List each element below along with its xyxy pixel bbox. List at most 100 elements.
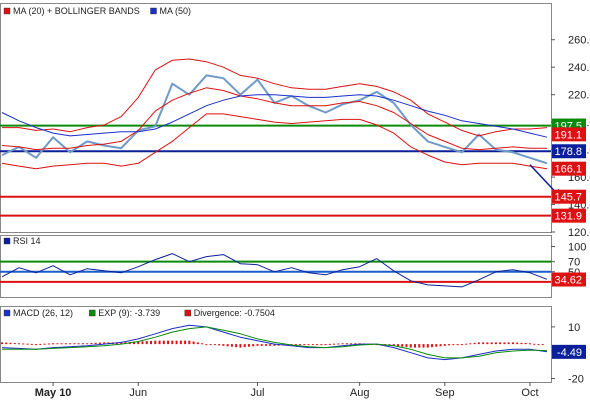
divergence-bar xyxy=(320,344,323,346)
divergence-bar xyxy=(528,343,531,345)
price-level-badge xyxy=(552,208,586,223)
divergence-bar xyxy=(392,344,395,346)
band_lower-line xyxy=(1,113,548,170)
divergence-bar xyxy=(69,343,72,345)
macd-y-tick-label: 10 xyxy=(568,322,580,334)
divergence-bar xyxy=(516,342,519,345)
divergence-bar xyxy=(439,344,442,347)
divergence-bar xyxy=(307,344,310,346)
divergence-bar xyxy=(243,344,246,348)
divergence-bar xyxy=(86,343,89,345)
divergence-bar xyxy=(341,343,344,345)
divergence-bar xyxy=(98,342,101,345)
divergence-bar xyxy=(30,343,33,345)
macd-last-badge xyxy=(552,344,586,359)
divergence-bar xyxy=(337,343,340,345)
divergence-bar xyxy=(218,344,221,346)
divergence-bar xyxy=(167,340,170,345)
price-level-badge xyxy=(552,189,586,204)
divergence-bar xyxy=(247,344,250,347)
divergence-bar xyxy=(465,343,468,345)
divergence-bar xyxy=(324,344,327,346)
divergence-bar xyxy=(213,344,216,346)
divergence-bar xyxy=(431,344,434,348)
divergence-bar xyxy=(473,342,476,345)
divergence-bar xyxy=(239,344,242,348)
x-tick-label: Sep xyxy=(435,387,455,399)
divergence-bar xyxy=(18,343,21,345)
divergence-bar xyxy=(541,344,544,346)
divergence-bar xyxy=(90,343,93,345)
divergence-bar xyxy=(448,344,451,346)
divergence-bar xyxy=(158,340,161,345)
rsi-last-badge-label: 34.62 xyxy=(554,275,582,287)
x-tick-label: May 10 xyxy=(35,387,72,399)
legend-label: EXP (9): -3.739 xyxy=(98,308,160,318)
divergence-bar xyxy=(273,344,276,346)
divergence-bar xyxy=(328,343,331,345)
rsi-y-tick-label: 100 xyxy=(568,242,586,254)
divergence-bar xyxy=(209,344,212,346)
price-level-badge xyxy=(552,161,586,176)
divergence-bar xyxy=(1,342,3,345)
legend-swatch xyxy=(184,309,192,317)
divergence-bar xyxy=(264,344,267,346)
macd-panel: 10 -20 -4.49 MACD (26, 12) EXP (9): -3.739 Di… xyxy=(0,306,586,386)
x-tick-label: Jun xyxy=(129,387,147,399)
rsi-frame xyxy=(0,235,552,298)
divergence-bar xyxy=(64,343,67,345)
price-level-badge-label: 145.7 xyxy=(554,192,582,204)
divergence-bar xyxy=(5,342,8,345)
divergence-bar xyxy=(269,344,272,346)
legend-label: MA (50) xyxy=(160,6,192,16)
divergence-bar xyxy=(196,342,199,345)
legend-swatch xyxy=(3,7,11,15)
ma20-line xyxy=(1,87,547,151)
divergence-bar xyxy=(405,344,408,348)
divergence-bar xyxy=(316,344,319,346)
divergence-bar xyxy=(226,344,229,347)
divergence-bar xyxy=(94,342,97,345)
divergence-bar xyxy=(294,344,297,346)
divergence-bar xyxy=(507,342,510,345)
divergence-bar xyxy=(486,342,489,345)
legend-label: RSI 14 xyxy=(13,236,41,246)
divergence-bar xyxy=(422,344,425,348)
divergence-bar xyxy=(22,343,25,345)
divergence-bar xyxy=(520,342,523,345)
rsi-line xyxy=(1,253,548,288)
divergence-bar xyxy=(456,344,459,346)
divergence-bar xyxy=(103,342,106,345)
macd-last-badge-label: -4.49 xyxy=(557,347,582,359)
divergence-bar xyxy=(537,344,540,346)
divergence-bar xyxy=(311,344,314,346)
signal-line xyxy=(2,326,548,359)
legend-label: MACD (26, 12) xyxy=(13,308,73,318)
divergence-bar xyxy=(154,340,157,345)
ma50-line xyxy=(1,94,548,138)
divergence-bar xyxy=(494,342,497,345)
legend-swatch xyxy=(3,237,11,245)
divergence-bar xyxy=(145,341,148,345)
band_upper-line xyxy=(2,58,548,137)
divergence-bar xyxy=(503,342,506,345)
divergence-bar xyxy=(35,344,38,346)
divergence-bar xyxy=(43,343,46,345)
price-y-tick-label: 120.0 xyxy=(568,227,590,239)
divergence-bar xyxy=(60,343,63,345)
divergence-bar xyxy=(120,342,123,345)
divergence-bar xyxy=(524,343,527,345)
divergence-bar xyxy=(222,344,225,346)
divergence-bar xyxy=(141,341,144,345)
legend-label: MA (20) + BOLLINGER BANDS xyxy=(13,6,140,16)
legend-swatch xyxy=(89,309,96,317)
divergence-bar xyxy=(482,342,485,345)
divergence-bar xyxy=(56,343,59,345)
divergence-bar xyxy=(477,342,480,345)
divergence-bar xyxy=(401,344,404,347)
divergence-bar xyxy=(256,344,259,346)
divergence-bar xyxy=(414,344,417,348)
macd-line xyxy=(1,324,548,361)
